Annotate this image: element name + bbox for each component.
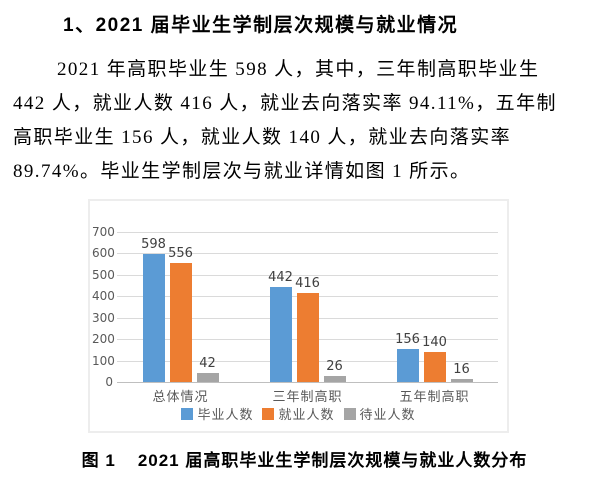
y-tick-label: 400 [92, 289, 115, 304]
bar-value-label: 42 [199, 356, 216, 371]
y-axis: 0 100 200 300 400 500 600 700 [92, 225, 115, 389]
chart-legend: 毕业人数 就业人数 待业人数 [90, 404, 507, 423]
bar [196, 373, 219, 382]
x-axis: 总体情况 三年制高职 五年制高职 [117, 386, 498, 405]
x-axis-line [117, 382, 498, 383]
bar-value-label: 556 [168, 245, 193, 261]
legend-item: 待业人数 [343, 404, 416, 423]
legend-label: 就业人数 [278, 408, 335, 423]
bar [323, 376, 346, 382]
bar [296, 292, 319, 382]
bar-value-label: 140 [422, 335, 447, 350]
bar [450, 378, 473, 382]
section-heading: 1、2021 届毕业生学制层次规模与就业情况 [63, 15, 459, 36]
bar-value-label: 416 [295, 275, 320, 291]
paragraph-line: 2021 年高职毕业生 598 人，其中，三年制高职毕业生 [57, 59, 540, 80]
paragraph-line: 442 人，就业人数 416 人，就业去向落实率 94.11%，五年制 [13, 93, 557, 114]
bar [169, 262, 192, 382]
bar [269, 287, 292, 382]
y-tick-label: 700 [92, 225, 115, 239]
legend-item: 就业人数 [262, 404, 334, 423]
paragraph-line: 89.74%。毕业生学制层次与就业详情如图 1 所示。 [13, 161, 471, 182]
bar [423, 352, 446, 382]
figure-caption-text: 2021 届高职毕业生学制层次规模与就业人数分布 [137, 451, 528, 470]
category-label: 总体情况 [152, 390, 209, 405]
gridline [117, 274, 498, 276]
bar-value-label: 156 [395, 331, 420, 347]
bar-value-label: 16 [453, 361, 470, 377]
legend-label: 毕业人数 [197, 408, 254, 423]
bar-value-label: 26 [326, 359, 343, 375]
gridline [117, 253, 498, 255]
y-tick-label: 600 [92, 246, 115, 261]
legend-marker-icon [262, 407, 275, 420]
legend-marker-icon [343, 407, 356, 420]
y-tick-label: 0 [105, 375, 113, 389]
y-tick-label: 500 [92, 267, 115, 282]
bar-value-label: 442 [268, 270, 293, 286]
legend-item: 毕业人数 [181, 404, 253, 423]
bar [396, 348, 419, 382]
plot-area: 598 556 42 442 416 26 156 140 16 [117, 232, 498, 383]
category-label: 五年制高职 [399, 390, 470, 405]
legend-marker-icon [181, 407, 194, 420]
gridline [117, 232, 498, 233]
figure-caption: 图 1 2021 届高职毕业生学制层次规模与就业人数分布 [0, 446, 609, 471]
y-tick-label: 300 [92, 310, 115, 325]
legend-label: 待业人数 [359, 408, 416, 423]
bar-value-label: 598 [141, 236, 166, 252]
paragraph-line: 高职毕业生 156 人，就业人数 140 人，就业去向落实率 [13, 127, 512, 148]
y-tick-label: 200 [92, 332, 115, 347]
category-label: 三年制高职 [272, 390, 343, 405]
y-tick-label: 100 [92, 353, 115, 368]
figure-caption-label: 图 1 [81, 451, 116, 470]
bar [142, 253, 165, 382]
bar-chart: 0 100 200 300 400 500 600 700 598 556 42 442 416 26 1… [88, 199, 509, 433]
body-paragraph: 2021 年高职毕业生 598 人，其中，三年制高职毕业生 442 人，就业人数… [13, 53, 599, 189]
